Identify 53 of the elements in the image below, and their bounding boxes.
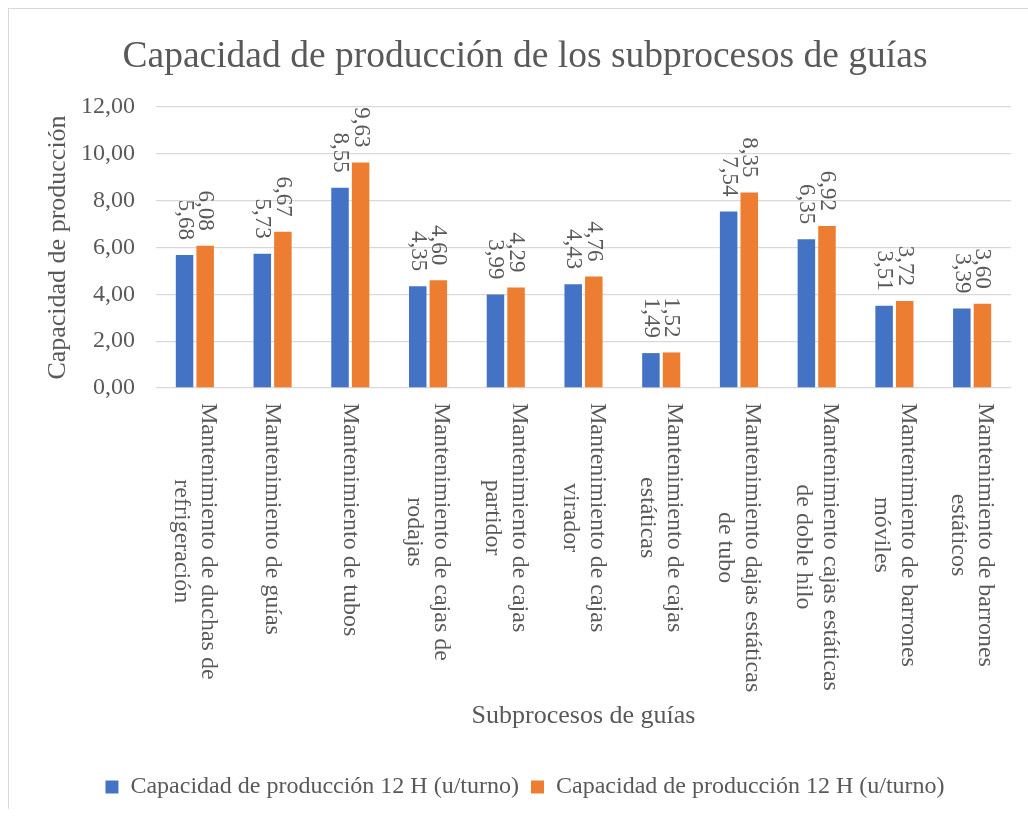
x-tick-label: Mantenimiento de cajas virador: [558, 402, 612, 633]
data-label: 6,08: [194, 190, 220, 231]
x-tick-label: Mantenimiento de cajas estáticas: [636, 402, 690, 633]
x-tick-label: Mantenimiento cajas estáticas de doble hilo: [791, 402, 845, 691]
y-tick-label: 10,00: [81, 139, 135, 166]
data-label: 6,92: [815, 170, 841, 211]
data-label: 4,29: [505, 232, 531, 273]
x-tick-label: Mantenimiento de guías: [261, 403, 288, 635]
bar: [507, 287, 525, 388]
y-tick-label: 4,00: [93, 279, 135, 306]
bar: [429, 280, 448, 388]
bar: [408, 286, 427, 388]
bar: [175, 254, 194, 388]
legend-label: Capacidad de producción 12 H (u/turno): [556, 772, 945, 799]
bar: [875, 305, 893, 388]
bar: [564, 284, 582, 388]
chart-title: Capacidad de producción de los subprocesos de guías: [122, 34, 928, 76]
x-tick-label: Mantenimiento de cajas de rodajas: [403, 403, 457, 661]
x-tick-label: Mantenimiento de cajas partidor: [480, 402, 534, 633]
bar: [719, 211, 738, 388]
data-label: 1,52: [660, 297, 686, 338]
y-tick-label: 6,00: [93, 232, 135, 259]
bar: [486, 294, 505, 388]
y-axis-title: Capacidad de producción: [42, 115, 72, 380]
x-tick-label: Mantenimiento dajas estáticas de tubo: [714, 403, 768, 693]
bar: [973, 303, 992, 388]
bar: [253, 253, 272, 388]
bar: [662, 352, 681, 388]
bar: [953, 308, 971, 388]
bar: [274, 231, 292, 388]
bar: [196, 245, 214, 388]
x-tick-label: Mantenimiento de tubos: [339, 403, 366, 637]
y-tick-label: 0,00: [93, 373, 135, 400]
bar: [797, 239, 816, 388]
bar: [818, 225, 836, 388]
x-tick-label: Mantenimiento de duchas de refrigeración: [170, 403, 224, 680]
legend-label: Capacidad de producción 12 H (u/turno): [130, 772, 519, 799]
y-tick-label: 8,00: [93, 185, 135, 212]
data-label: 3,72: [893, 245, 919, 286]
x-axis-title: Subprocesos de guías: [471, 700, 696, 730]
bar: [331, 187, 349, 388]
bar: [740, 192, 759, 388]
bar: [895, 300, 914, 388]
bar: [642, 353, 660, 388]
y-tick-label: 2,00: [93, 326, 135, 353]
bar: [585, 276, 603, 388]
data-label: 3,60: [971, 248, 997, 289]
data-label: 4,60: [427, 225, 453, 266]
bar: [351, 162, 370, 388]
data-label: 4,76: [582, 221, 608, 262]
x-tick-label: Mantenimiento de barrones móviles: [869, 403, 923, 667]
x-tick-label: Mantenimiento de barrones estáticos: [947, 403, 1001, 667]
y-tick-label: 12,00: [81, 92, 135, 119]
